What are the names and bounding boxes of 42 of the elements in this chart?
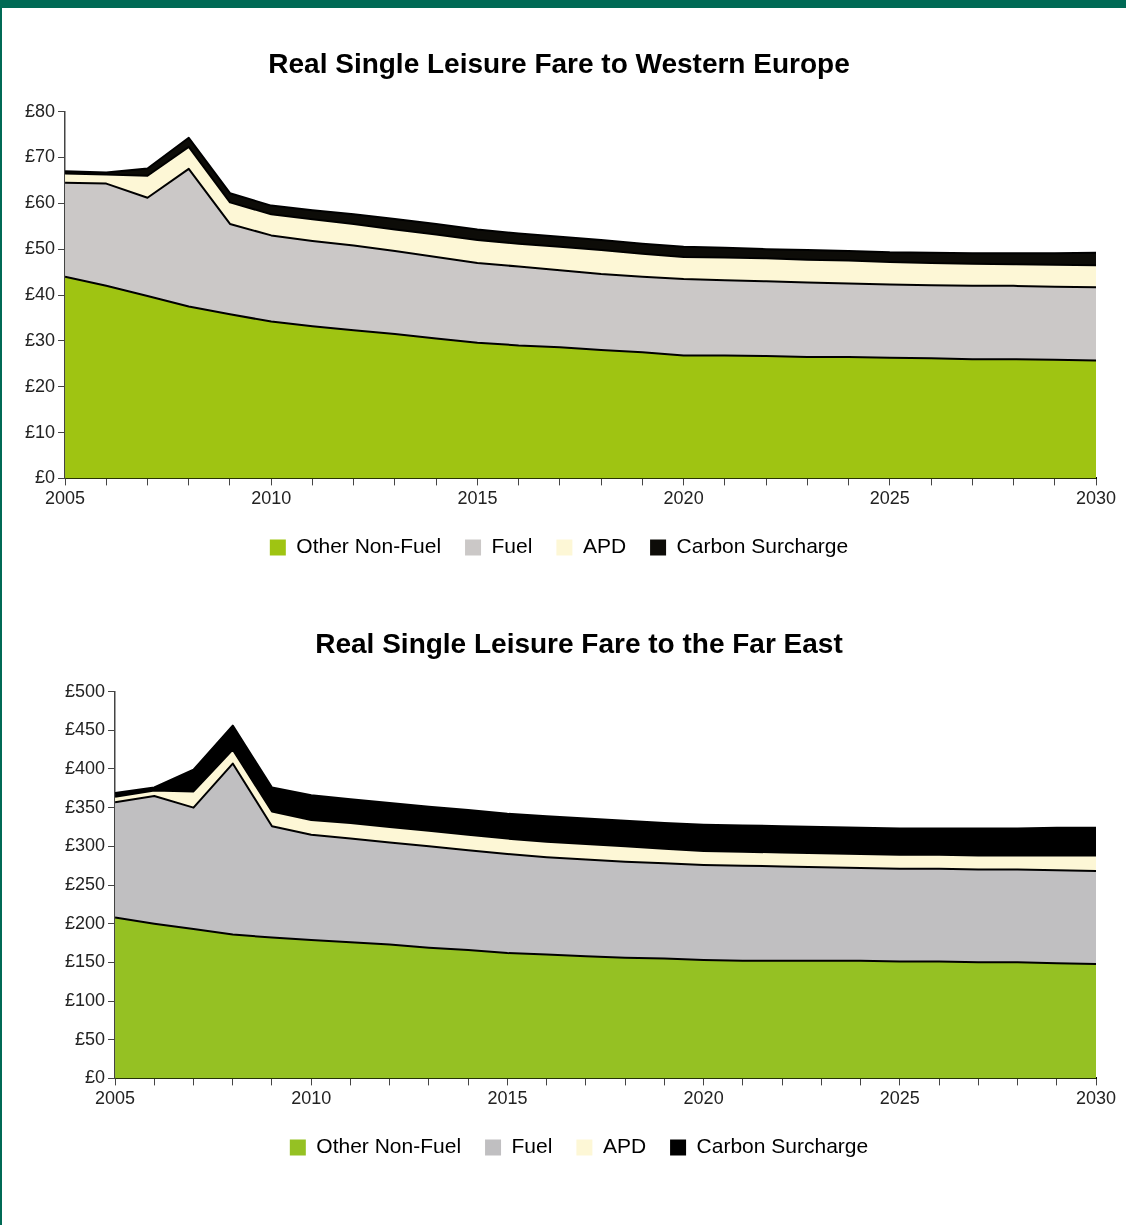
x-tick-label: 2005	[45, 488, 86, 509]
x-tick-label: 2010	[291, 1088, 332, 1109]
x-tick-label: 2030	[1075, 488, 1117, 509]
y-tick-label: £100	[65, 990, 106, 1011]
x-tick-label: 2005	[95, 1088, 136, 1109]
legend-label: APD	[602, 1134, 647, 1158]
y-tick-label: £30	[24, 329, 56, 350]
y-tick-label: £400	[65, 757, 106, 778]
legend-label: Fuel	[491, 534, 533, 558]
legend-label: Other Non-Fuel	[316, 1134, 462, 1158]
y-tick-label: £70	[24, 146, 56, 167]
chart-title: Real Single Leisure Fare to Western Europe	[268, 47, 850, 79]
x-tick-label: 2015	[487, 1088, 528, 1109]
legend-label: APD	[582, 534, 627, 558]
chart-title: Real Single Leisure Fare to the Far East	[315, 627, 843, 659]
y-tick-label: £40	[24, 283, 56, 304]
y-tick-label: £0	[35, 467, 56, 488]
x-tick-label: 2015	[457, 488, 498, 509]
y-tick-label: £350	[65, 796, 106, 817]
y-tick-label: £50	[75, 1028, 106, 1049]
y-tick-label: £80	[24, 100, 56, 121]
x-tick-label: 2025	[879, 1088, 920, 1109]
legend-label: Other Non-Fuel	[296, 534, 442, 558]
y-tick-label: £150	[65, 951, 106, 972]
y-tick-label: £50	[24, 238, 56, 259]
legend-label: Fuel	[511, 1134, 553, 1158]
legend-label: Carbon Surcharge	[676, 534, 849, 558]
y-tick-label: £500	[65, 680, 106, 701]
x-tick-label: 2010	[251, 488, 292, 509]
legend-label: Carbon Surcharge	[696, 1134, 869, 1158]
y-tick-label: £20	[24, 375, 56, 396]
y-tick-label: £300	[65, 835, 106, 856]
y-tick-label: £0	[85, 1067, 106, 1088]
y-tick-label: £10	[24, 421, 56, 442]
x-tick-label: 2025	[869, 488, 910, 509]
y-tick-label: £450	[65, 719, 106, 740]
x-tick-label: 2020	[663, 488, 704, 509]
y-tick-label: £60	[24, 192, 56, 213]
x-tick-label: 2030	[1075, 1088, 1117, 1109]
y-tick-label: £250	[65, 873, 106, 894]
x-tick-label: 2020	[683, 1088, 724, 1109]
y-tick-label: £200	[65, 912, 106, 933]
